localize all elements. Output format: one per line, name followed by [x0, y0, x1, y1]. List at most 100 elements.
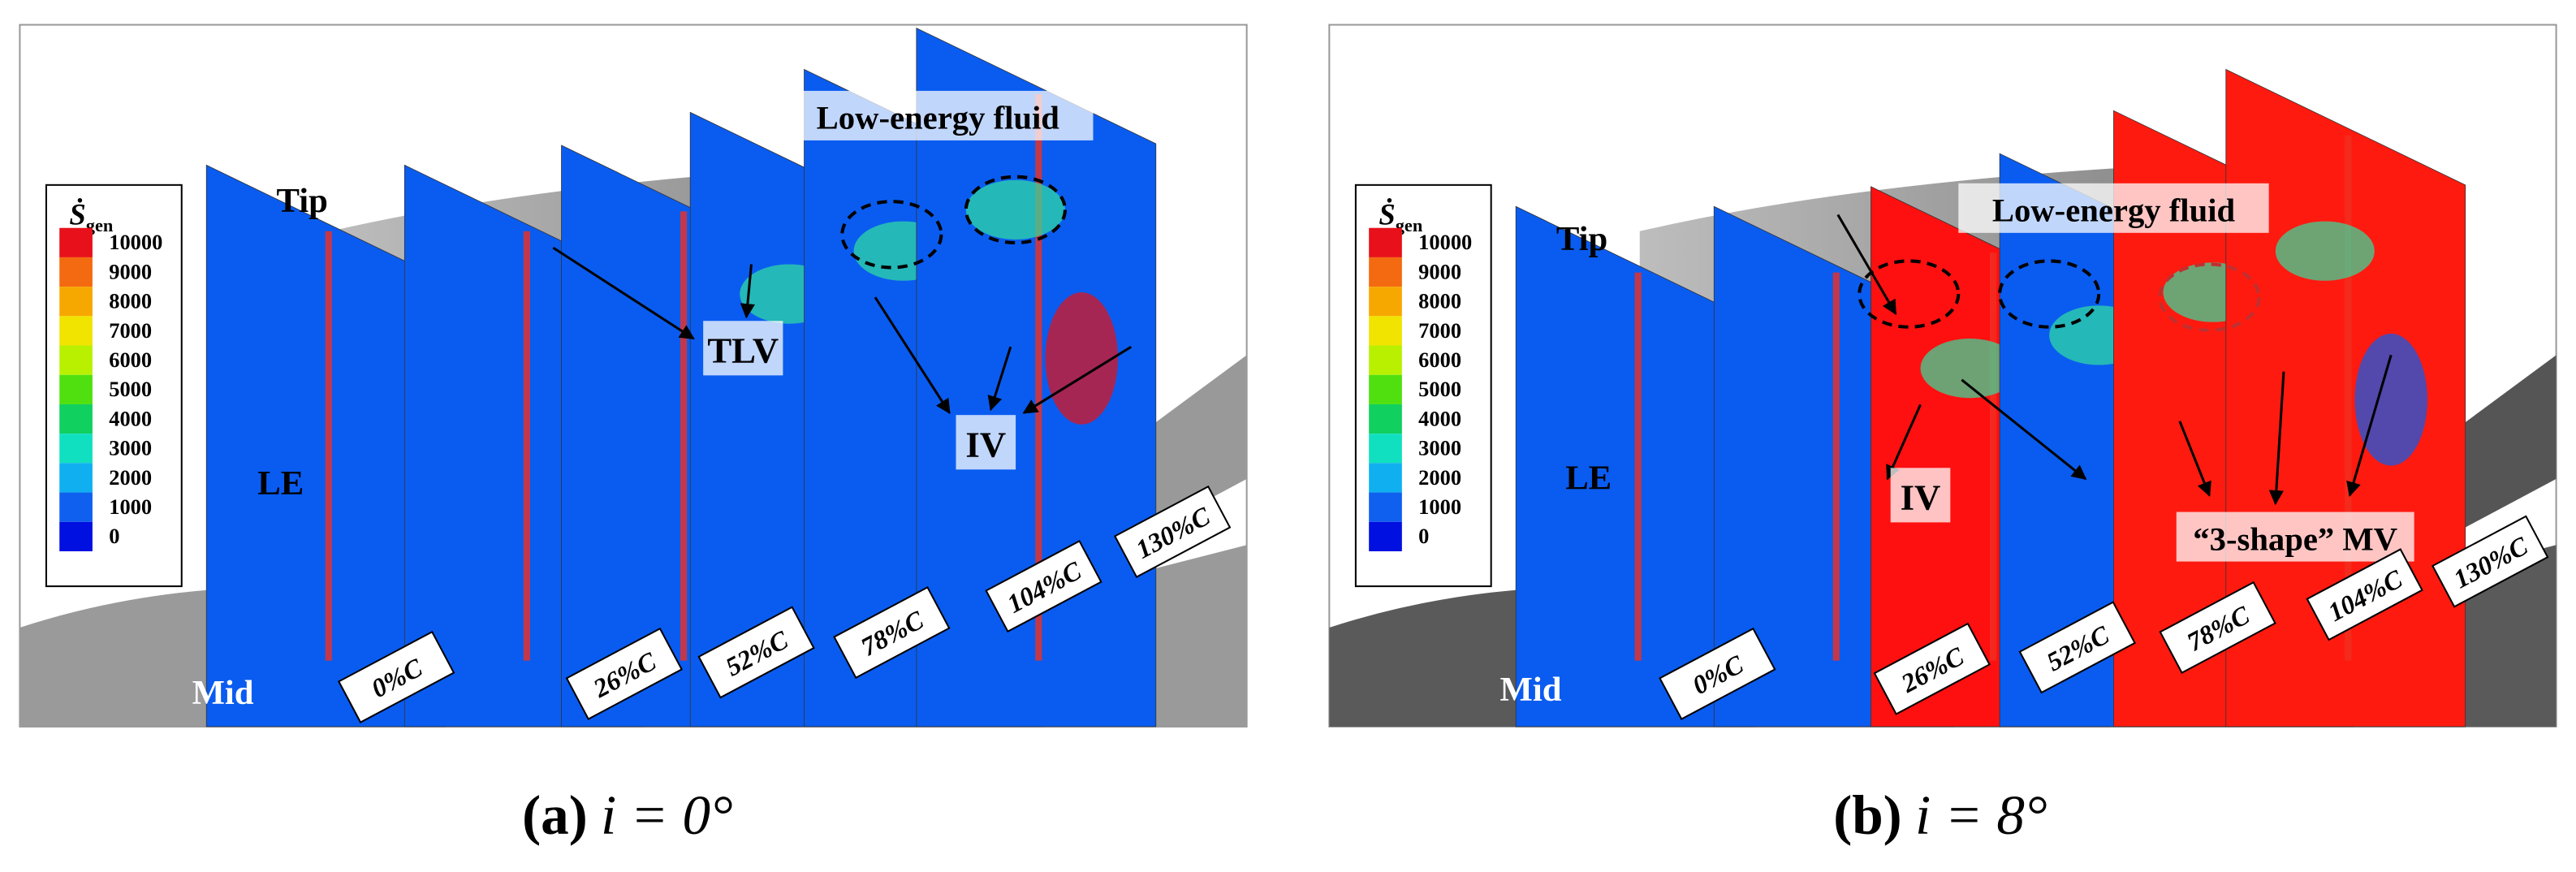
highlight-ellipse	[964, 175, 1067, 245]
arrow	[2346, 354, 2393, 497]
wake-streak	[325, 231, 332, 661]
legend-tick-label: 0	[1418, 524, 1429, 548]
highlight-ellipse	[1998, 259, 2101, 329]
arrow	[1886, 404, 1922, 481]
wake-streak	[523, 231, 530, 661]
legend-tick-label: 10000	[1418, 230, 1472, 254]
legend-tick-label: 3000	[1418, 436, 1461, 460]
legend-tick-label: 6000	[1418, 348, 1461, 372]
arrow	[1836, 214, 1897, 316]
wake-streak	[1035, 93, 1042, 661]
legend-swatch	[59, 316, 93, 346]
arrow	[1961, 378, 2087, 481]
legend-swatch	[59, 374, 93, 404]
caption: (b) i = 8°	[1833, 784, 2047, 846]
legend-swatch	[59, 434, 93, 464]
legend-tick-label: 4000	[1418, 406, 1461, 430]
station-box	[2431, 515, 2549, 608]
legend-tick-label: 8000	[1418, 289, 1461, 313]
caption-text: i = 0°	[601, 784, 733, 846]
wake-streak	[1832, 272, 1840, 661]
legend-swatch	[1369, 434, 1402, 464]
legend-swatch	[1369, 404, 1402, 434]
arrow	[552, 246, 695, 340]
station-box	[985, 540, 1102, 633]
contour-blob	[1920, 338, 2020, 399]
arrow	[2178, 421, 2211, 497]
station-box	[1113, 485, 1232, 579]
legend-swatch	[1369, 374, 1402, 404]
legend-tick-label: 2000	[1418, 465, 1461, 490]
legend-swatch	[1369, 287, 1402, 317]
legend-tick-label: 2000	[109, 465, 152, 490]
contour-blob	[2275, 221, 2375, 281]
legend-swatch	[1369, 345, 1402, 375]
caption-label: (b)	[1833, 784, 1902, 846]
annotation: IV	[1901, 477, 1941, 518]
caption-text: i = 8°	[1915, 784, 2047, 846]
legend-symbol: Ṡ	[1379, 198, 1395, 231]
station-tag: 0%C	[1659, 627, 1776, 720]
station-box	[2159, 581, 2276, 675]
station-tag: 52%C	[2018, 601, 2136, 694]
annotation: LE	[1565, 460, 1612, 498]
legend-swatch	[59, 463, 93, 493]
legend-swatch	[59, 257, 93, 287]
legend-swatch	[59, 287, 93, 317]
annotation-box	[703, 321, 783, 376]
legend-swatch	[1369, 257, 1402, 287]
station-box	[833, 585, 951, 680]
station-box	[2306, 548, 2423, 641]
arrow	[874, 296, 951, 415]
annotation: “3-shape” MV	[2193, 520, 2397, 557]
annotation-box	[956, 415, 1016, 470]
annotation: Low-energy fluid	[1992, 192, 2236, 229]
legend-swatch	[1369, 492, 1402, 522]
legend-swatch	[59, 492, 93, 522]
contour-blob	[2354, 333, 2427, 466]
legend-tick-label: 10000	[109, 230, 162, 254]
legend-swatch	[1369, 316, 1402, 346]
panel: Ṡgen100009000800070006000500040003000200…	[1328, 24, 2557, 727]
legend-tick-label: 5000	[1418, 377, 1461, 401]
legend-tick-label: 7000	[109, 318, 152, 343]
legend-tick-label: 3000	[109, 436, 152, 460]
annotation: Tip	[1556, 220, 1607, 258]
annotation-box	[1890, 468, 1951, 523]
annotation-box	[1958, 183, 2269, 233]
legend-swatch	[1369, 227, 1402, 257]
highlight-ellipse	[840, 200, 943, 270]
contour-blob	[1045, 292, 1119, 425]
legend-swatch	[59, 227, 93, 257]
station-tag: 130%C	[1113, 485, 1232, 579]
wake-streak	[2345, 135, 2352, 661]
station-box	[1873, 622, 1991, 715]
panel: Ṡgen100009000800070006000500040003000200…	[19, 24, 1248, 727]
legend-tick-label: 9000	[109, 259, 152, 283]
contour-blob	[965, 179, 1065, 240]
annotation: Tip	[277, 182, 328, 220]
highlight-ellipse	[1858, 259, 1961, 329]
arrow	[987, 346, 1012, 412]
legend-tick-label: 7000	[1418, 318, 1461, 343]
legend-tick-label: 1000	[1418, 494, 1461, 519]
arrow	[1022, 345, 1133, 414]
legend-tick-label: 4000	[109, 406, 152, 430]
legend-swatch	[59, 521, 93, 551]
legend-tick-label: 5000	[109, 377, 152, 401]
legend-swatch	[59, 404, 93, 434]
annotation: Low-energy fluid	[817, 100, 1060, 136]
arrow	[2268, 371, 2285, 506]
station-box	[337, 630, 455, 724]
legend-swatch	[59, 345, 93, 375]
legend-tick-label: 9000	[1418, 259, 1461, 283]
station-box	[565, 627, 684, 720]
legend-tick-label: 0	[109, 524, 119, 548]
annotation: Mid	[192, 674, 254, 712]
legend-tick-label: 6000	[109, 348, 152, 372]
caption-label: (a)	[522, 784, 588, 846]
legend-swatch	[1369, 463, 1402, 493]
station-box	[697, 606, 815, 699]
annotation: LE	[257, 464, 304, 503]
